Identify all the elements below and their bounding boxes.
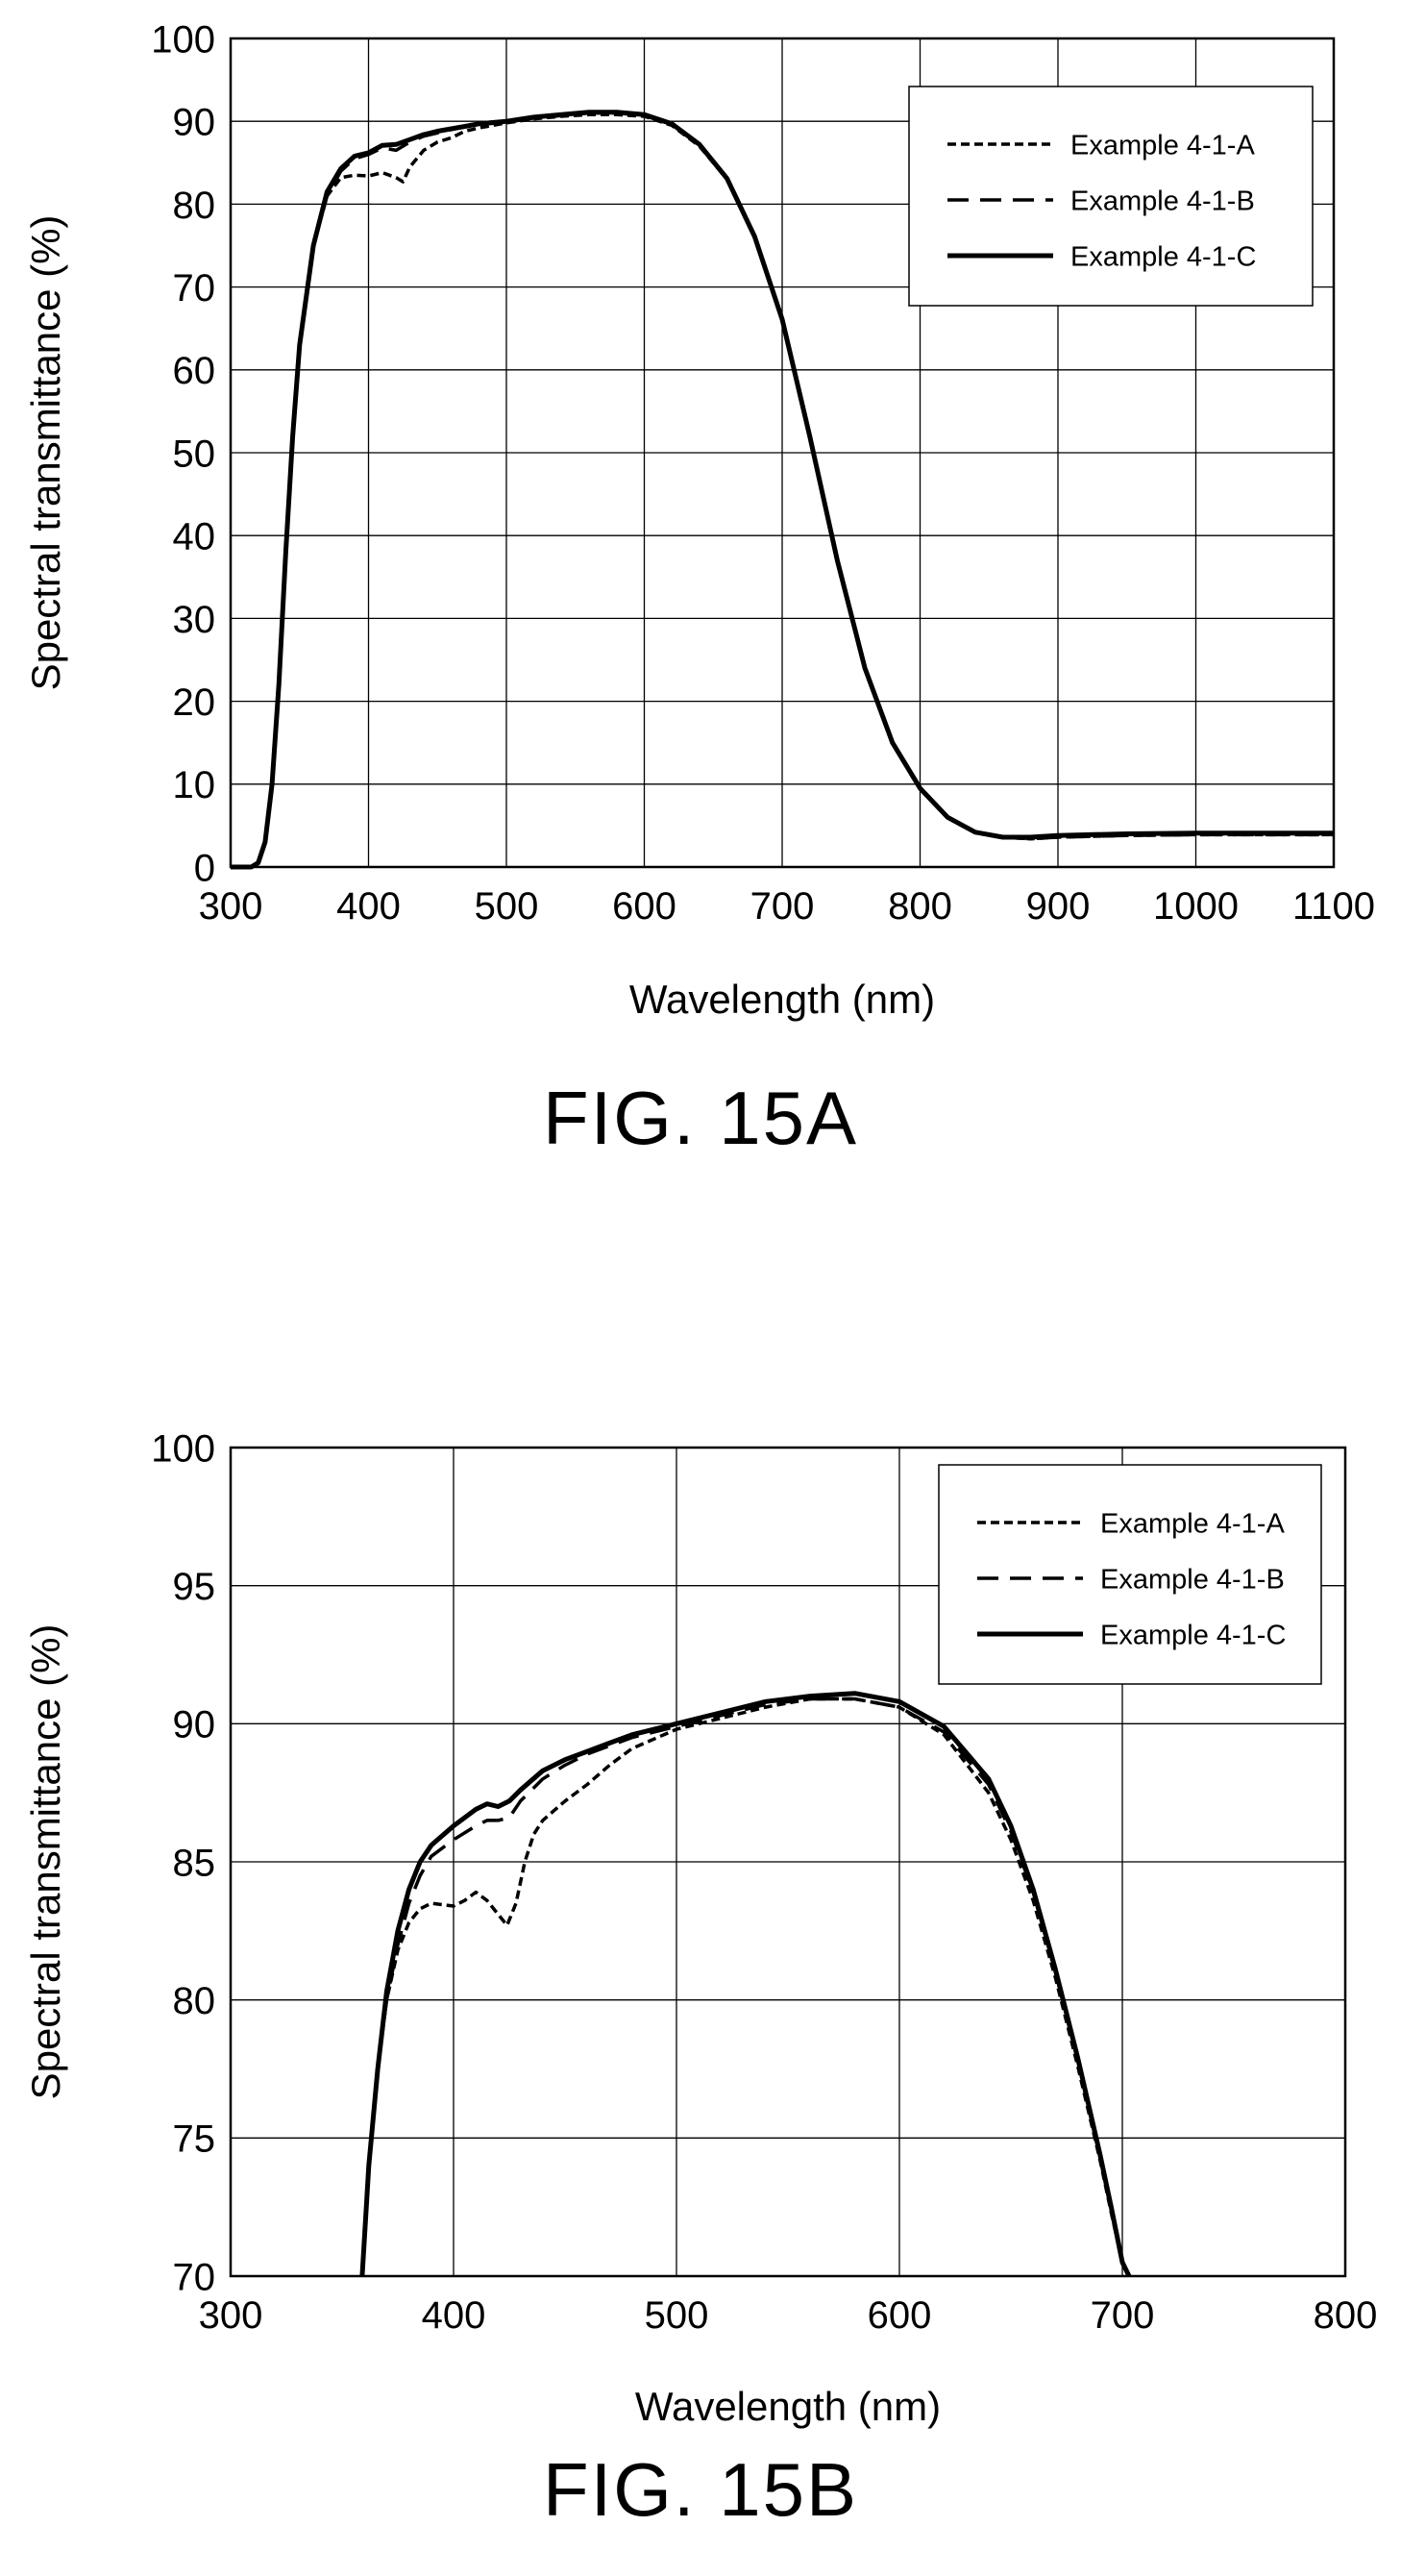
figb-x-tick-label: 400 [422,2294,486,2337]
figb-series-line-1 [360,1697,1131,2277]
figb-y-tick-label: 90 [173,1704,216,1746]
figa-x-axis-title: Wavelength (nm) [629,977,935,1022]
figa-legend-box [908,86,1314,307]
figa-legend-label-2: Example 4-1-B [1070,186,1255,216]
figure-caption-15b: FIG. 15B [542,2447,859,2532]
figa-y-axis-title: Spectral transmittance (%) [23,215,68,691]
figure-caption-15a: FIG. 15A [542,1076,859,1160]
figa-y-tick-label: 100 [151,18,215,61]
figb-series-line-2 [360,1697,1131,2277]
figa-x-tick-label: 600 [612,885,676,928]
figb-legend-box [938,1464,1322,1685]
figa-y-tick-label: 90 [173,102,216,144]
figb-y-tick-label: 85 [173,1842,216,1884]
figb-plot-frame [229,1446,1347,2278]
figb-y-tick-label: 80 [173,1980,216,2022]
figb-legend-label-3: Example 4-1-C [1100,1620,1286,1650]
figa-x-tick-label: 900 [1026,885,1091,928]
figb-legend-label-2: Example 4-1-B [1100,1564,1285,1595]
figa-y-tick-label: 40 [173,516,216,558]
figa-x-tick-label: 700 [750,885,815,928]
figa-y-tick-label: 20 [173,681,216,724]
figa-x-tick-label: 500 [475,885,539,928]
figa-y-tick-label: 10 [173,764,216,806]
figb-x-tick-label: 500 [645,2294,709,2337]
figa-y-tick-label: 70 [173,267,216,310]
figa-legend-label-1: Example 4-1-A [1070,130,1255,161]
figa-plot-frame [229,37,1336,869]
figa-y-tick-label: 60 [173,350,216,392]
figb-x-axis-title: Wavelength (nm) [635,2384,941,2429]
figb-y-tick-label: 75 [173,2118,216,2161]
figb-y-tick-label: 70 [173,2256,216,2298]
figa-x-tick-label: 800 [888,885,952,928]
figb-series-line-3 [359,1691,1132,2278]
chart-fig-15a: 300 400 500 600 700 800 900 1000 1100 0 10 20 30 40 50… [23,18,1375,1022]
figb-y-axis-title: Spectral transmittance (%) [23,1624,68,2100]
figa-x-tick-label: 400 [336,885,401,928]
figa-y-tick-label: 0 [194,847,215,889]
figa-y-tick-label: 50 [173,433,216,475]
figa-x-tick-label: 300 [199,885,263,928]
figa-x-tick-label: 1100 [1292,885,1375,928]
figb-x-tick-label: 300 [199,2294,263,2337]
figb-legend-label-1: Example 4-1-A [1100,1508,1285,1539]
figa-y-tick-label: 30 [173,599,216,641]
figb-x-tick-label: 700 [1091,2294,1155,2337]
figb-x-tick-label: 800 [1314,2294,1378,2337]
figa-y-tick-label: 80 [173,185,216,227]
figb-y-tick-label: 95 [173,1566,216,1608]
figb-y-tick-label: 100 [151,1427,215,1470]
figa-legend-label-3: Example 4-1-C [1070,241,1256,272]
figa-x-tick-label: 1000 [1153,885,1239,928]
figa-series-line-3 [231,110,1334,870]
figb-x-tick-label: 600 [868,2294,932,2337]
